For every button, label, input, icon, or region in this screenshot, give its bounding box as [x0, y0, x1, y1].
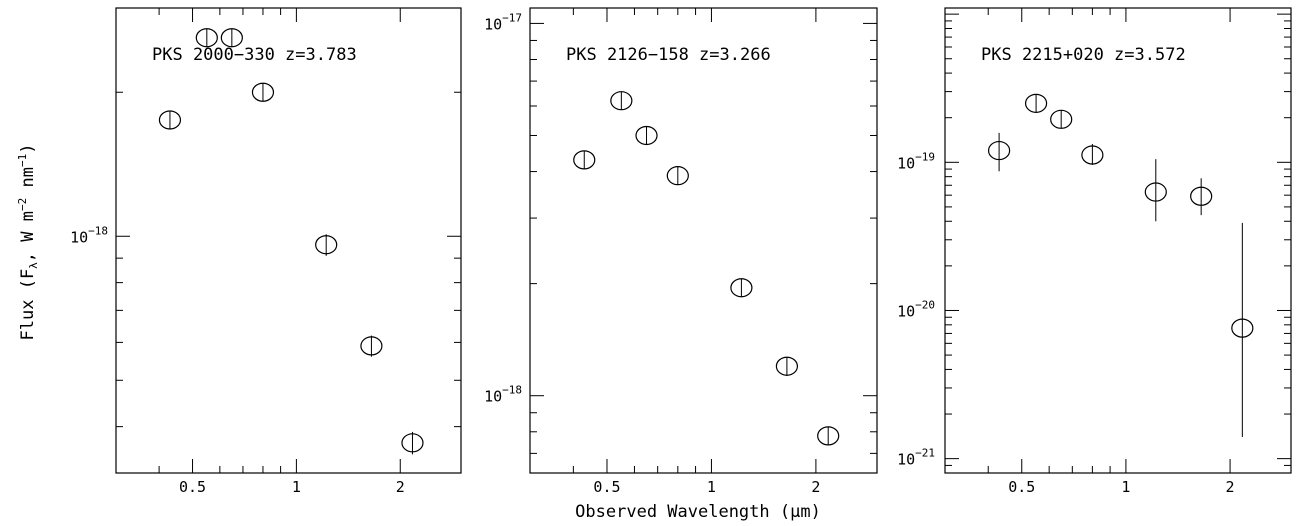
- panel-3: 0.5 1 2 10−19 10−20 10−21 PKS 2215+020 z=3.572: [897, 7, 1292, 496]
- data-point: [1144, 182, 1167, 202]
- data-point: [635, 125, 658, 146]
- data-point: [251, 82, 275, 102]
- y-axis-label: Flux (Fλ, W m−2 nm−1): [16, 144, 40, 341]
- data-point: [775, 356, 799, 376]
- x-tick-label: 1: [707, 478, 716, 496]
- x-tick-label: 2: [1226, 478, 1235, 496]
- plot-frame: [115, 7, 462, 474]
- panel-title: PKS 2126−158 z=3.266: [566, 45, 771, 65]
- x-tick-label: 2: [396, 478, 405, 496]
- data-point: [610, 91, 633, 111]
- data-point: [158, 110, 182, 130]
- panels-group: 0.5 1 2 10−18 PKS 2000−330 z=3.783 0.5 1 2 10−17…: [70, 7, 1292, 496]
- plot-frame: [529, 7, 878, 474]
- y-tick-label: 10−18: [70, 224, 108, 246]
- data-point: [360, 336, 383, 356]
- panel-1: 0.5 1 2 10−18 PKS 2000−330 z=3.783: [70, 7, 462, 496]
- data-point: [195, 28, 218, 48]
- y-tick-label: 10−18: [484, 384, 522, 406]
- y-tick-label: 10−17: [484, 11, 522, 33]
- data-point: [401, 433, 424, 453]
- panel-2: 0.5 1 2 10−17 10−18 PKS 2126−158 z=3.266: [484, 7, 878, 496]
- data-point: [1231, 318, 1254, 338]
- data-point: [1024, 93, 1048, 113]
- data-point: [730, 278, 753, 298]
- x-tick-label: 0.5: [593, 478, 620, 496]
- x-tick-label: 0.5: [179, 478, 206, 496]
- data-point: [987, 140, 1011, 161]
- panel-title: PKS 2000−330 z=3.783: [152, 45, 357, 65]
- x-tick-label: 2: [811, 478, 820, 496]
- data-point: [666, 166, 689, 186]
- data-point: [1081, 145, 1104, 165]
- data-point: [315, 235, 338, 255]
- y-tick-label: 10−21: [897, 447, 935, 469]
- data-point: [573, 150, 596, 170]
- data-point: [220, 28, 243, 48]
- data-point: [1190, 186, 1213, 206]
- data-point: [1050, 109, 1073, 129]
- x-tick-label: 0.5: [1008, 478, 1035, 496]
- x-axis-label: Observed Wavelength (μm): [575, 502, 821, 522]
- x-tick-label: 1: [1121, 478, 1130, 496]
- plot-frame: [944, 7, 1292, 474]
- data-point: [817, 426, 840, 446]
- y-tick-label: 10−19: [897, 150, 935, 172]
- panel-title: PKS 2215+020 z=3.572: [981, 45, 1186, 65]
- y-tick-label: 10−20: [897, 298, 935, 320]
- x-tick-label: 1: [292, 478, 301, 496]
